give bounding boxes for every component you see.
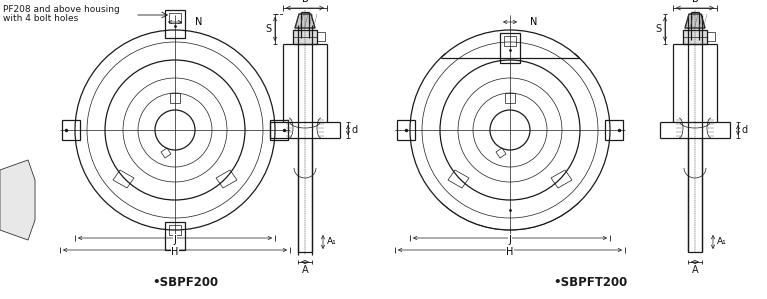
Bar [270,120,288,140]
Text: PF208 and above housing: PF208 and above housing [3,5,120,14]
Text: N: N [530,17,538,27]
Text: A: A [692,265,698,275]
Polygon shape [683,30,707,44]
Polygon shape [295,14,315,28]
Text: J: J [173,235,176,245]
Text: d: d [352,125,358,135]
Text: •SBPFT200: •SBPFT200 [553,275,627,289]
Text: •SBPF200: •SBPF200 [152,275,218,289]
Bar [165,222,185,250]
Text: d: d [742,125,748,135]
Polygon shape [685,14,705,28]
Bar [707,32,715,41]
Bar [397,120,415,140]
Bar [169,225,181,235]
Bar [505,93,515,103]
Text: S: S [265,24,271,34]
Bar [170,93,180,103]
Bar [62,120,80,140]
Bar [165,10,185,38]
Text: A: A [301,265,308,275]
Bar [500,33,520,63]
Text: H: H [506,247,514,257]
Text: J: J [509,235,512,245]
Polygon shape [293,30,317,44]
Bar [504,36,516,46]
Bar [317,32,325,41]
Text: B: B [301,0,308,4]
Text: with 4 bolt holes: with 4 bolt holes [3,14,78,23]
Text: N: N [195,17,202,27]
Text: S: S [655,24,661,34]
Text: A₁: A₁ [717,237,727,246]
Polygon shape [0,160,35,240]
Text: H: H [171,247,179,257]
Text: A₁: A₁ [327,237,337,246]
Bar [605,120,623,140]
Bar [169,13,181,23]
Text: B: B [692,0,699,4]
